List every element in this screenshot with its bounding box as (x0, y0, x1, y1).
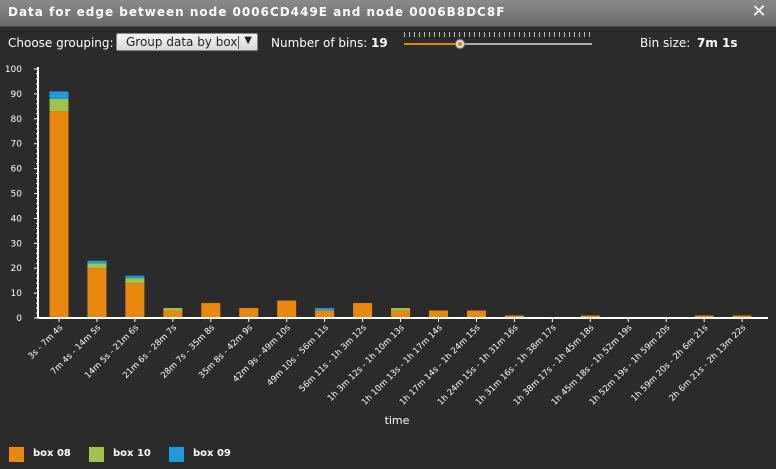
legend-swatch (169, 447, 184, 462)
x-tick-label: 3s - 7m 4s (27, 323, 66, 362)
bar-segment (315, 310, 335, 318)
bin-size-label: Bin size: (640, 36, 691, 50)
slider-track[interactable] (404, 43, 592, 45)
slider-thumb[interactable] (455, 39, 466, 49)
y-axis: 0 10 20 30 40 50 60 70 80 90 100 (5, 65, 39, 324)
y-tick-label: 10 (11, 289, 23, 299)
bar-segment (732, 315, 752, 318)
bins-slider[interactable] (404, 32, 594, 54)
grouping-select[interactable]: Group data by box ▼ (116, 33, 258, 51)
legend-swatch (89, 447, 104, 462)
bar-segment (504, 315, 524, 318)
slider-ticks (404, 32, 592, 37)
bar-segment (125, 275, 145, 279)
close-icon[interactable]: ✕ (751, 1, 767, 22)
slider-fill (404, 43, 461, 45)
x-tick-label: 1h 59m 20s - 2h 6m 21s (630, 323, 711, 404)
y-tick-label: 80 (11, 115, 23, 125)
bar-segment (163, 308, 183, 311)
title-bar: Data for edge between node 0006CD449E an… (0, 0, 776, 27)
y-tick-label: 40 (11, 214, 23, 224)
y-tick-label: 30 (11, 239, 23, 249)
bars (49, 91, 752, 318)
legend-label: box 08 (33, 448, 71, 459)
x-tick-label: 2h 6m 21s - 2h 13m 22s (668, 323, 749, 404)
y-tick-label: 0 (16, 314, 22, 324)
bar-segment (277, 300, 297, 318)
x-tick-label: 1h 3m 12s - 1h 10m 13s (326, 323, 407, 404)
bar-segment (466, 310, 486, 318)
bar-segment (87, 263, 107, 269)
y-tick-label: 20 (11, 264, 23, 274)
bin-size-value: 7m 1s (697, 36, 738, 50)
legend-label: box 10 (113, 448, 151, 459)
bar-segment (353, 303, 373, 318)
x-tick-label: 56m 11s - 1h 3m 12s (298, 323, 370, 395)
grouping-label: Choose grouping: (8, 36, 114, 50)
window-title: Data for edge between node 0006CD449E an… (8, 5, 506, 19)
bar-segment (694, 315, 714, 318)
bar-segment (315, 308, 335, 311)
bar-segment (49, 111, 69, 318)
bar-segment (87, 268, 107, 318)
legend: box 08 box 10 box 09 (0, 446, 776, 464)
bar-segment (163, 310, 183, 318)
y-tick-label: 60 (11, 165, 23, 175)
y-tick-label: 50 (11, 190, 23, 200)
chevron-down-icon: ▼ (244, 35, 252, 46)
bar-segment (49, 98, 69, 112)
y-tick-label: 70 (11, 140, 23, 150)
bar-segment (125, 283, 145, 318)
bar-segment (580, 315, 600, 318)
bar-segment (391, 310, 411, 318)
bar-segment (391, 308, 411, 311)
legend-swatch (9, 447, 24, 462)
controls-bar: Choose grouping: Group data by box ▼ Num… (0, 28, 776, 56)
bar-segment (49, 91, 69, 99)
bar-segment (87, 260, 107, 264)
grouping-select-value: Group data by box (126, 35, 238, 49)
y-tick-label: 100 (5, 65, 22, 75)
bar-segment (125, 278, 145, 284)
bar-segment (201, 303, 221, 318)
bins-label: Number of bins: (271, 36, 368, 50)
bins-value: 19 (371, 36, 388, 50)
legend-label: box 09 (193, 448, 231, 459)
select-divider (238, 36, 239, 49)
y-tick-label: 90 (11, 90, 23, 100)
x-axis-title: time (385, 414, 410, 427)
bar-segment (239, 308, 259, 318)
bar-segment (429, 310, 448, 318)
